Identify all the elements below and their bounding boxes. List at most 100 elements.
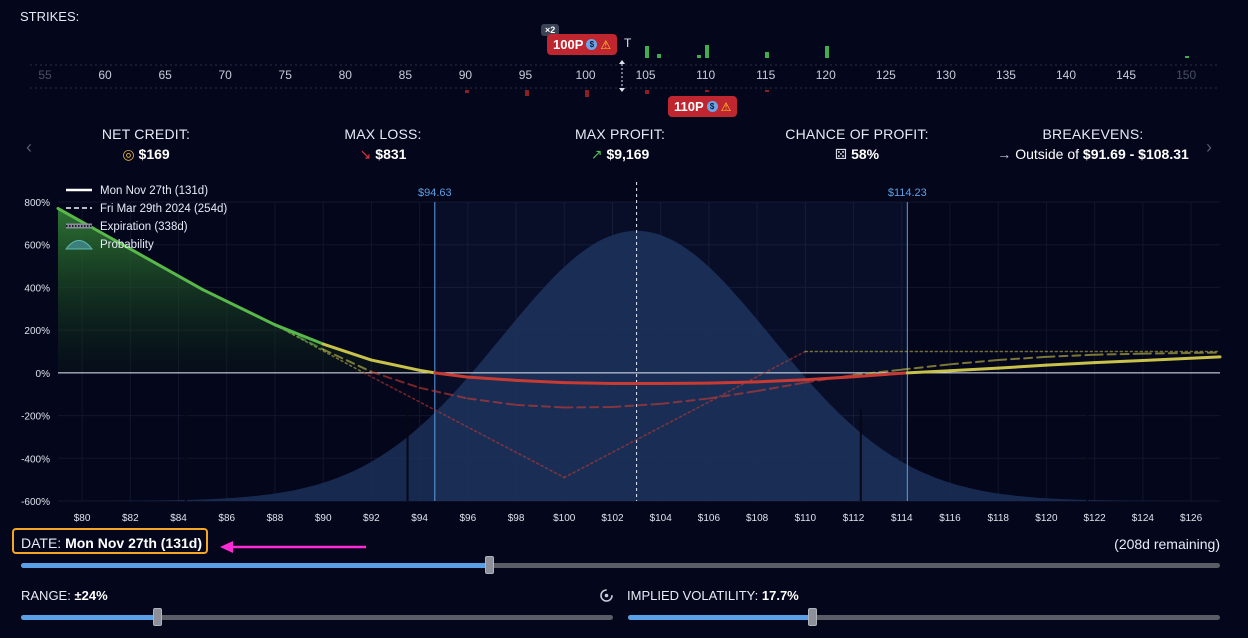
- max-loss-label: MAX LOSS:: [344, 126, 422, 142]
- series-segment: [563, 350, 807, 479]
- volume-bar: [645, 46, 649, 58]
- strike-tick-label: 105: [636, 68, 656, 82]
- strike-tick-label: 130: [936, 68, 956, 82]
- strike-tick-label: 60: [98, 68, 112, 82]
- strike-tick-label: 125: [876, 68, 896, 82]
- arrow-right-icon: →: [997, 146, 1012, 162]
- x-tick-label: $90: [315, 513, 332, 524]
- max-loss-stat: MAX LOSS: ↘ $831: [303, 126, 463, 163]
- series-segment: [1093, 352, 1144, 356]
- series-segment: [900, 363, 951, 371]
- breakevens-label: BREAKEVENS:: [1042, 126, 1144, 142]
- volume-bar: [825, 46, 829, 58]
- range-slider-thumb[interactable]: [153, 608, 163, 626]
- x-tick-label: $104: [650, 513, 673, 524]
- breakeven-marker-label: $114.23: [888, 187, 927, 199]
- series-segment: [948, 359, 1000, 366]
- date-slider[interactable]: [21, 556, 1220, 574]
- strike-tick-label: 65: [158, 68, 172, 82]
- x-tick-label: $98: [508, 513, 525, 524]
- legend-label: Probability: [100, 239, 154, 251]
- series-segment: [1141, 351, 1221, 355]
- strikes-label: STRIKES:: [20, 9, 80, 24]
- volume-bar: [705, 45, 709, 58]
- price-marker-icon: [619, 88, 625, 92]
- range-band: [434, 202, 908, 501]
- date-display: DATE: Mon Nov 27th (131d): [12, 528, 208, 554]
- x-tick-label: $100: [553, 513, 576, 524]
- date-slider-thumb[interactable]: [484, 556, 494, 574]
- series-segment: [876, 371, 909, 377]
- x-tick-label: $82: [122, 513, 139, 524]
- dollar-icon: $: [706, 101, 718, 112]
- series-segment: [363, 372, 566, 479]
- series-segment: [562, 381, 614, 386]
- y-tick-label: -200%: [21, 412, 50, 423]
- strike-tag-label: 100P: [553, 37, 584, 52]
- x-tick-label: $88: [267, 513, 284, 524]
- breakevens-prefix: Outside of: [1015, 146, 1080, 162]
- date-label: DATE:: [21, 535, 62, 551]
- x-tick-label: $110: [795, 513, 817, 524]
- arrow-down-right-icon: ↘: [359, 146, 372, 162]
- iv-slider-fill: [628, 615, 812, 620]
- series-segment: [611, 402, 662, 409]
- iv-display: IMPLIED VOLATILITY: 17.7%: [627, 588, 799, 603]
- y-tick-label: -600%: [21, 497, 50, 508]
- profit-area: [58, 208, 435, 373]
- arrow-up-right-icon: ↗: [590, 146, 603, 162]
- x-tick-label: $126: [1180, 513, 1203, 524]
- iv-slider[interactable]: [628, 608, 1220, 626]
- dice-icon: ⚄: [834, 146, 848, 162]
- date-slider-fill: [21, 563, 489, 568]
- x-tick-label: $116: [939, 513, 961, 524]
- x-tick-label: $122: [1084, 513, 1107, 524]
- y-tick-label: -400%: [21, 454, 50, 465]
- series-segment: [433, 371, 470, 379]
- x-tick-label: $106: [698, 513, 721, 524]
- strike-tag-overflow-text: T: [624, 36, 632, 50]
- series-segment: [56, 206, 132, 251]
- strike-tick-label: 95: [519, 68, 533, 82]
- series-segment: [322, 348, 373, 373]
- pnl-chart[interactable]: 800% 600% 400% 200% 0% -200% -400% -600% $80 $82 $…: [0, 178, 1248, 528]
- series-segment: [418, 386, 469, 400]
- warning-icon: ⚠: [600, 37, 612, 52]
- range-slider[interactable]: [21, 608, 613, 626]
- x-tick-label: $86: [218, 513, 235, 524]
- chance-of-profit-value: 58%: [851, 146, 880, 162]
- x-tick-label: $92: [363, 513, 380, 524]
- strike-tag-label: 110P: [674, 99, 704, 114]
- chevron-right-icon[interactable]: ›: [1206, 137, 1212, 157]
- strike-tag-110p[interactable]: 110P $ ⚠: [668, 96, 738, 117]
- strike-axis[interactable]: 55 60 65 70 75 80 85 90 95 100 105 110 115 120 125 130 1…: [0, 20, 1248, 120]
- volume-bar: [765, 90, 769, 92]
- strike-tick-label: 70: [219, 68, 233, 82]
- iv-slider-thumb[interactable]: [807, 608, 817, 626]
- strike-tag-100p[interactable]: 100P $ ⚠: [547, 34, 618, 55]
- series-segment: [707, 390, 759, 400]
- x-tick-label: $80: [74, 513, 91, 524]
- legend-label: Fri Mar 29th 2024 (254d): [100, 203, 227, 215]
- probability-area: [58, 230, 1220, 502]
- iv-reset-icon[interactable]: [599, 588, 614, 603]
- series-segment: [515, 403, 566, 409]
- series-segment: [905, 369, 952, 375]
- volume-bar: [705, 90, 709, 92]
- series-segment: [1044, 361, 1097, 367]
- volume-bar: [697, 55, 701, 58]
- x-tick-label: $102: [601, 513, 624, 524]
- range-label: RANGE:: [21, 588, 71, 603]
- net-credit-label: NET CREDIT:: [101, 126, 191, 142]
- breakevens-value: $91.69 - $108.31: [1082, 146, 1189, 162]
- series-segment: [370, 370, 421, 389]
- volume-bar: [1185, 56, 1189, 58]
- volume-bar: [645, 90, 649, 94]
- chance-of-profit-stat: CHANCE OF PROFIT: ⚄ 58%: [767, 126, 947, 163]
- chevron-left-icon[interactable]: ‹: [26, 137, 32, 157]
- series-segment: [514, 378, 566, 385]
- x-tick-label: $114: [891, 513, 913, 524]
- series-segment: [948, 366, 1000, 373]
- strike-tick-label: 135: [996, 68, 1016, 82]
- max-loss-value: $831: [375, 146, 407, 162]
